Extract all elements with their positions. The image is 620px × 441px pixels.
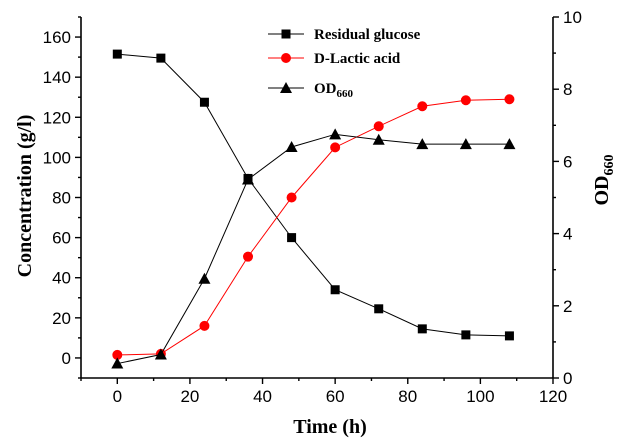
y-left-tick-label: 40: [52, 269, 71, 288]
legend-item-residual-glucose: Residual glucose: [268, 27, 421, 43]
series-od660: [111, 128, 516, 369]
d-lactic-acid-point: [504, 94, 515, 105]
series-d-lactic-acid: [112, 94, 515, 360]
od660-point: [329, 128, 342, 140]
legend-label: OD660: [314, 81, 354, 100]
od660-point: [198, 272, 211, 284]
d-lactic-acid-point: [460, 95, 471, 106]
y-right-tick-label: 4: [563, 225, 572, 244]
residual-glucose-point: [330, 285, 340, 295]
y-right-tick-label: 8: [563, 80, 572, 99]
d-lactic-acid-point: [199, 320, 210, 331]
legend-marker: [281, 29, 291, 39]
d-lactic-acid-point: [112, 349, 123, 360]
y-left-tick-label: 0: [62, 349, 71, 368]
y-left-tick-label: 100: [43, 148, 71, 167]
legend: Residual glucose D-Lactic acid OD660: [268, 27, 421, 100]
od660-point: [503, 138, 516, 150]
residual-glucose-point: [156, 53, 166, 63]
legend-label-sub: 660: [337, 88, 354, 100]
od660-point: [242, 173, 255, 185]
residual-glucose-point: [461, 330, 471, 340]
y-right-tick-label: 0: [563, 369, 572, 388]
legend-marker: [280, 82, 292, 93]
series-layer: [111, 49, 516, 369]
y-right-tick-label: 10: [563, 8, 582, 27]
y-axis-left-title: Concentration (g/l): [14, 115, 36, 278]
x-tick-label: 120: [539, 387, 567, 406]
od660-line: [117, 133, 510, 365]
residual-glucose-point: [112, 49, 122, 59]
od660-point: [111, 357, 124, 369]
residual-glucose-point: [199, 97, 209, 107]
y-axis-right: 0 2 4 6 8 10: [553, 8, 582, 388]
d-lactic-acid-point: [286, 192, 297, 203]
x-tick-label: 80: [398, 387, 417, 406]
y-left-tick-label: 160: [43, 28, 71, 47]
y-axis-left: 0 20 40 60 80 100 120 140 160: [43, 16, 81, 379]
x-tick-label: 0: [113, 387, 122, 406]
y-left-tick-label: 80: [52, 189, 71, 208]
legend-item-od660: OD660: [268, 81, 354, 100]
legend-marker: [281, 53, 291, 63]
plot-frame: [80, 17, 554, 379]
x-axis: 0 20 40 60 80 100 120: [80, 378, 567, 406]
legend-label-base: OD: [314, 81, 337, 97]
legend-item-d-lactic-acid: D-Lactic acid: [268, 51, 401, 67]
y-left-tick-label: 60: [52, 229, 71, 248]
x-axis-title: Time (h): [293, 416, 367, 438]
y-axis-right-title: OD660: [591, 155, 617, 206]
residual-glucose-point: [504, 331, 514, 341]
od660-point: [154, 348, 167, 360]
od660-point: [416, 138, 429, 150]
x-tick-label: 60: [326, 387, 345, 406]
d-lactic-acid-point: [417, 101, 428, 112]
y-right-tick-label: 2: [563, 297, 572, 316]
y-left-tick-label: 140: [43, 68, 71, 87]
od660-point: [372, 133, 385, 145]
x-tick-label: 20: [180, 387, 199, 406]
residual-glucose-point: [374, 304, 384, 314]
legend-label: Residual glucose: [314, 27, 421, 43]
x-tick-label: 100: [466, 387, 494, 406]
od660-point: [459, 138, 472, 150]
y-left-tick-label: 120: [43, 108, 71, 127]
legend-label: D-Lactic acid: [314, 51, 401, 67]
residual-glucose-point: [287, 233, 297, 243]
y-axis-right-title-sub: 660: [602, 155, 617, 176]
residual-glucose-point: [417, 324, 427, 334]
od660-point: [285, 140, 298, 152]
d-lactic-acid-point: [330, 142, 341, 153]
d-lactic-acid-point: [243, 251, 254, 262]
d-lactic-acid-point: [373, 121, 384, 132]
y-left-tick-label: 20: [52, 309, 71, 328]
y-axis-right-title-base: OD: [591, 176, 613, 206]
residual-glucose-line: [117, 53, 510, 337]
x-tick-label: 40: [253, 387, 272, 406]
y-right-tick-label: 6: [563, 152, 572, 171]
d-lactic-acid-line: [117, 98, 510, 356]
